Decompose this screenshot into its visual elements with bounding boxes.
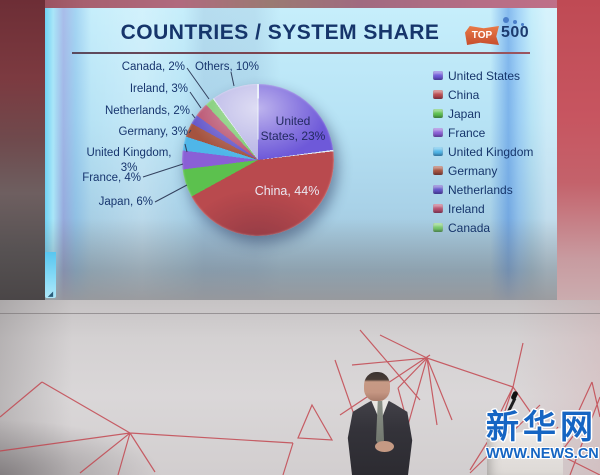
callout-united-kingdom: United Kingdom, 3%	[86, 147, 172, 174]
legend-label: United Kingdom	[448, 144, 534, 159]
legend-label: Netherlands	[448, 182, 513, 197]
top500-number: 500	[501, 24, 530, 41]
callout-ireland: Ireland, 3%	[129, 83, 188, 95]
stage-top-band	[0, 0, 600, 9]
top500-logo: TOP 500	[465, 17, 540, 47]
xinhua-logo-text: 新华网	[486, 408, 597, 445]
wall-seam-line	[0, 313, 600, 314]
legend-label: Japan	[448, 106, 481, 121]
legend-item: Germany	[433, 161, 533, 180]
screen-right-border	[557, 0, 600, 332]
wall-red-mesh-pattern	[0, 329, 600, 475]
projection-screen: COUNTRIES / SYSTEM SHARE TOP 500 United …	[45, 8, 557, 300]
legend-label: China	[448, 87, 480, 102]
callout-germany: Germany, 3%	[118, 126, 188, 138]
presenter	[345, 370, 415, 475]
presenter-tie	[376, 401, 384, 447]
legend-label: Ireland	[448, 201, 485, 216]
top500-dot-icon	[521, 23, 524, 26]
callout-japan: Japan, 6%	[98, 196, 153, 208]
legend-swatch-icon	[433, 109, 443, 118]
legend-item: Canada	[433, 218, 533, 237]
legend-label: Canada	[448, 220, 491, 235]
top500-badge-icon: TOP	[465, 26, 499, 45]
legend-item: United States	[433, 66, 533, 85]
legend-label: France	[448, 125, 486, 140]
legend-label: Germany	[448, 163, 498, 178]
pie-label-united-states: United States, 23%	[260, 114, 326, 143]
legend-label: United States	[448, 68, 521, 83]
legend-swatch-icon	[433, 71, 443, 80]
xinhua-url: WWW.NEWS.CN	[486, 446, 599, 462]
legend-swatch-icon	[433, 204, 443, 213]
legend-item: France	[433, 123, 533, 142]
chart-legend: United States China Japan France United …	[433, 66, 533, 237]
pie-label-china: China, 44%	[254, 184, 320, 198]
callout-canada: Canada, 2%	[121, 61, 185, 73]
legend-swatch-icon	[433, 185, 443, 194]
legend-swatch-icon	[433, 147, 443, 156]
legend-item: Ireland	[433, 199, 533, 218]
legend-swatch-icon	[433, 90, 443, 99]
slide-title: COUNTRIES / SYSTEM SHARE	[120, 21, 440, 44]
presenter-hands	[375, 441, 394, 452]
title-underline	[72, 52, 530, 54]
callout-others: Others, 10%	[195, 61, 259, 73]
top500-dot-icon	[503, 17, 509, 23]
pie	[182, 84, 334, 236]
screen-left-border	[0, 0, 45, 312]
callout-netherlands: Netherlands, 2%	[104, 105, 190, 117]
news-watermark: 新华网 WWW.NEWS.CN	[486, 408, 600, 463]
legend-swatch-icon	[433, 128, 443, 137]
callout-france: France, 4%	[82, 172, 141, 184]
projector-streak: ◢	[45, 252, 56, 298]
legend-swatch-icon	[433, 223, 443, 232]
presenter-head	[364, 372, 390, 401]
legend-item: Netherlands	[433, 180, 533, 199]
top500-dot-icon	[513, 20, 517, 24]
podium	[487, 428, 563, 475]
legend-swatch-icon	[433, 166, 443, 175]
legend-item: Japan	[433, 104, 533, 123]
legend-item: China	[433, 85, 533, 104]
legend-item: United Kingdom	[433, 142, 533, 161]
